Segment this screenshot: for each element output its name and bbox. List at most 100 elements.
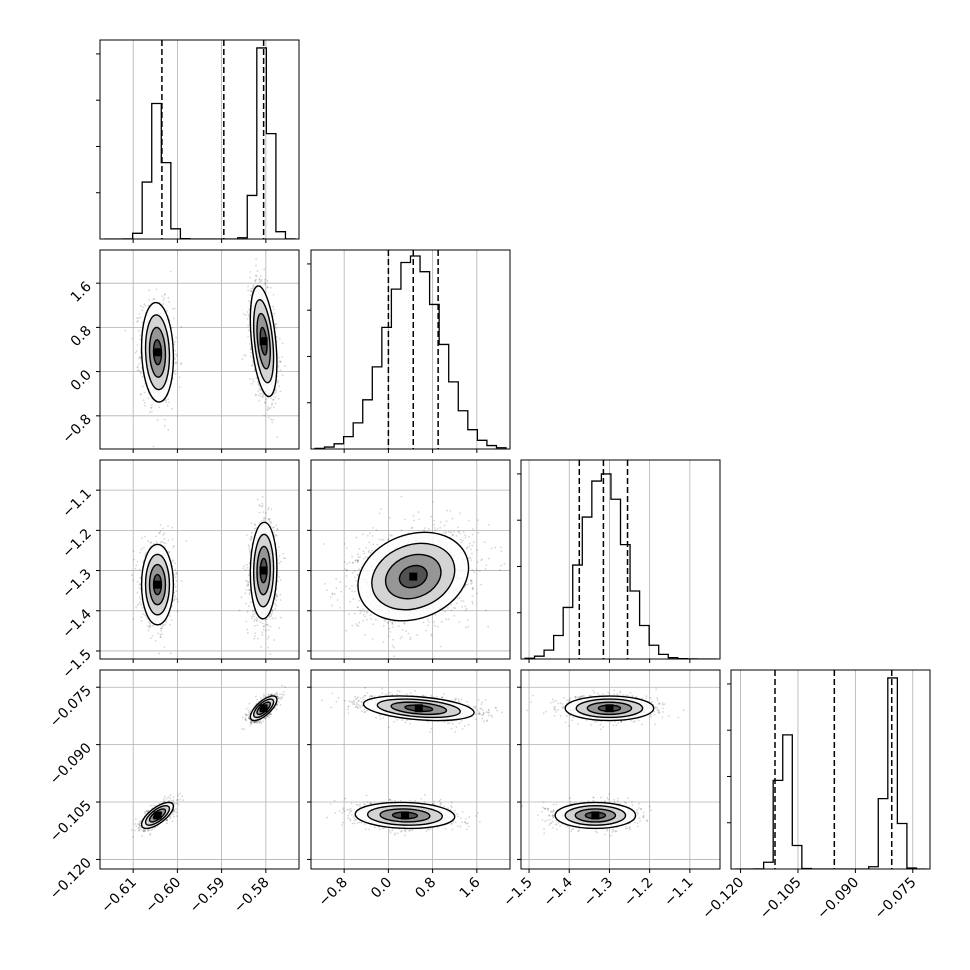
sample-point [277,365,280,368]
sample-point [175,590,178,593]
sample-point [174,562,176,565]
sample-point [266,623,269,626]
sample-point [149,625,152,628]
sample-point [255,619,258,622]
sample-point [171,538,174,541]
y-tick-label: −0.8 [59,411,94,446]
sample-point [382,624,385,627]
sample-point [272,398,274,401]
sample-point [348,613,350,616]
sample-point [252,285,255,288]
sample-point [143,391,146,394]
sample-point [382,538,385,541]
sample-point [253,620,256,622]
sample-point [155,535,158,538]
sample-point [263,519,265,522]
sample-point [253,523,256,525]
sample-point [270,508,273,511]
sample-point [253,624,256,627]
sample-point [167,539,170,542]
sample-point [151,634,154,637]
sample-point [174,369,176,372]
sample-point [263,414,266,417]
sample-point [163,541,165,544]
sample-point [154,640,157,642]
sample-point [272,293,275,296]
sample-point [149,624,152,627]
sample-point [351,561,354,564]
sample-point [259,392,261,395]
sample-point [271,402,273,405]
sample-point [246,566,249,569]
sample-point [265,618,268,621]
sample-point [250,536,253,539]
sample-point [248,308,251,310]
sample-point [144,535,146,538]
sample-point [135,606,138,609]
sample-point [267,628,270,631]
sample-point [174,357,177,360]
sample-point [248,589,251,592]
sample-point [139,334,142,337]
sample-point [270,613,272,616]
sample-point [275,593,278,595]
sample-point [137,329,140,332]
sample-point [249,276,251,279]
sample-point [250,536,253,539]
sample-point [360,610,363,613]
sample-point [266,409,269,411]
sample-point [247,605,250,608]
sample-point [269,522,272,524]
sample-point [141,375,144,378]
sample-point [255,258,258,261]
sample-point [356,574,359,576]
sample-point [244,592,247,595]
sample-point [178,376,181,379]
sample-point [259,388,262,391]
y-tick-label: −1.1 [59,486,94,521]
sample-point [280,560,282,563]
sample-point [251,617,254,620]
scatter-panel-1-0 [99,249,300,450]
sample-point [255,376,258,379]
sample-point [137,369,139,372]
sample-point [276,595,279,598]
sample-point [247,289,250,292]
sample-point [171,560,174,563]
sample-point [174,372,177,375]
sample-point [138,312,141,315]
sample-point [271,612,274,615]
sample-point [275,599,278,602]
sample-point [248,343,251,345]
sample-point [258,278,261,281]
sample-point [136,344,139,346]
sample-point [135,350,138,352]
sample-point [279,390,282,393]
sample-point [355,623,358,625]
sample-point [273,639,276,641]
sample-point [255,275,258,277]
sample-point [368,541,371,544]
sample-point [264,402,267,404]
sample-point [244,354,247,357]
sample-point [173,307,176,310]
density-group [323,495,506,658]
sample-point [248,588,250,591]
sample-point [467,557,470,560]
sample-point [247,583,249,585]
sample-point [264,512,267,514]
sample-point [174,595,177,597]
sample-point [136,581,139,583]
sample-point [168,550,171,553]
sample-point [274,323,277,326]
sample-point [167,297,170,299]
sample-point [137,363,140,365]
sample-point [161,625,164,628]
sample-point [168,300,170,303]
sample-point [266,279,269,282]
sample-point [138,603,140,606]
sample-point [264,281,267,284]
sample-point [276,528,279,531]
sample-point [278,385,280,388]
sample-point [140,371,142,374]
